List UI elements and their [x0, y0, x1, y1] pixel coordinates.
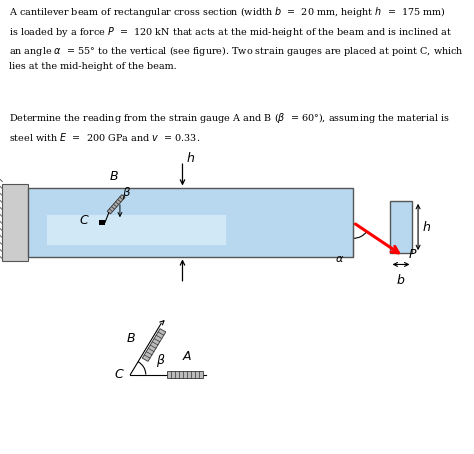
Text: $P$: $P$: [408, 247, 418, 261]
Text: $B$: $B$: [126, 332, 136, 345]
Text: $\beta$: $\beta$: [156, 352, 166, 370]
Text: $A$: $A$: [182, 350, 192, 363]
Text: $B$: $B$: [109, 169, 118, 183]
Text: $\alpha$: $\alpha$: [335, 254, 345, 264]
Polygon shape: [107, 195, 125, 214]
Text: $h$: $h$: [186, 151, 195, 164]
Text: Determine the reading from the strain gauge A and B ($\beta$  = 60°), assuming t: Determine the reading from the strain ga…: [9, 111, 449, 143]
Bar: [28, 188, 353, 257]
Bar: [2, 184, 28, 261]
Text: A cantilever beam of rectangular cross section (width $b$  =  20 mm, height $h$ : A cantilever beam of rectangular cross s…: [9, 5, 464, 71]
Text: $\beta$: $\beta$: [122, 185, 131, 201]
Polygon shape: [167, 371, 202, 378]
Bar: [390, 201, 412, 253]
Text: $C$: $C$: [114, 368, 125, 381]
Bar: [47, 215, 226, 245]
Text: $C$: $C$: [79, 214, 90, 227]
Text: $b$: $b$: [396, 272, 406, 286]
Polygon shape: [142, 329, 166, 361]
Bar: [99, 220, 105, 225]
Text: $h$: $h$: [422, 220, 431, 234]
